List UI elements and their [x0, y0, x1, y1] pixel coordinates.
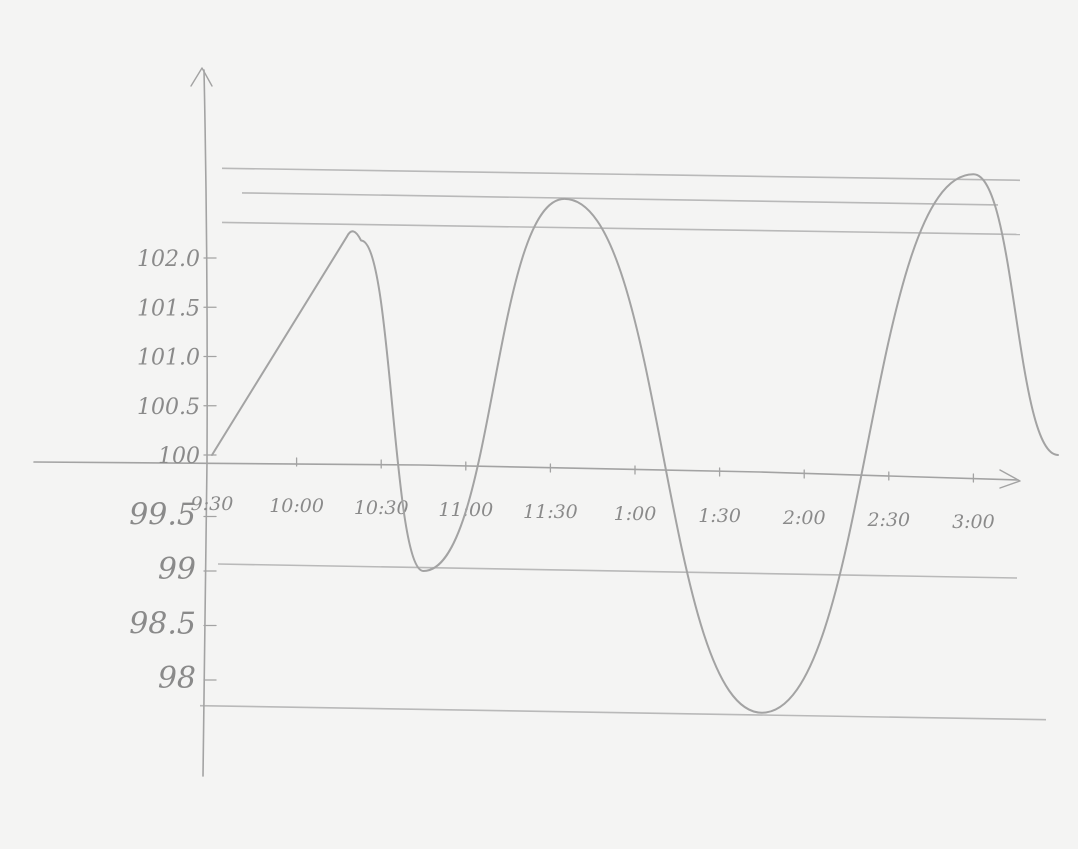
y-tick-label: 101.0 [137, 346, 200, 371]
y-tick-label: 99.5 [129, 498, 196, 533]
y-axis-line [202, 69, 208, 777]
reference-lines [199, 167, 1047, 721]
x-tick-label: 10:00 [269, 495, 324, 517]
x-tick-label: 11:30 [523, 501, 578, 523]
reference-line [221, 167, 1021, 182]
y-tick-label: 98.5 [129, 607, 196, 642]
x-tick-label: 2:30 [866, 509, 910, 531]
y-tick: 99.5 [129, 498, 217, 533]
x-tick-label: 2:00 [782, 507, 826, 529]
reference-line [217, 563, 1018, 579]
reference-line [199, 704, 1047, 721]
x-tick: 9:30 [191, 493, 234, 515]
x-tick-label: 3:00 [952, 511, 995, 533]
y-tick: 98.5 [129, 607, 217, 642]
y-tick: 101.5 [137, 296, 217, 321]
y-tick: 98 [158, 661, 217, 696]
y-tick-label: 100 [158, 444, 200, 469]
x-tick-label: 9:30 [191, 493, 234, 515]
x-tick-label: 10:30 [354, 497, 409, 519]
x-tick: 1:00 [614, 465, 657, 525]
reference-line [241, 192, 999, 206]
x-tick: 2:00 [782, 469, 826, 529]
x-ticks: 9:30 10:00 10:30 11:00 11:30 1:00 1:30 2:00 2:30… [191, 457, 995, 533]
x-tick-label: 1:30 [698, 505, 741, 527]
y-ticks: 100 100.5 101.0 101.5 102.0 99.5 99 98.5 98 [129, 247, 217, 696]
series-line [211, 173, 1059, 714]
y-tick: 102.0 [137, 247, 217, 272]
x-tick: 1:30 [698, 467, 741, 527]
x-tick: 11:30 [523, 463, 578, 523]
y-axis-arrow [190, 67, 213, 87]
x-tick-label: 1:00 [614, 503, 657, 525]
y-tick-label: 101.5 [137, 296, 200, 321]
x-tick: 2:30 [866, 471, 910, 531]
y-tick-label: 102.0 [137, 247, 200, 272]
x-tick: 10:00 [269, 457, 324, 517]
y-tick: 100.5 [137, 395, 217, 420]
reference-line [221, 221, 1021, 236]
x-tick: 3:00 [952, 473, 995, 533]
y-tick: 100 [158, 444, 217, 469]
y-tick: 101.0 [137, 346, 217, 371]
y-tick-label: 98 [158, 661, 196, 696]
y-tick-label: 99 [158, 552, 196, 587]
y-tick-label: 100.5 [137, 395, 200, 420]
x-axis-arrow [999, 469, 1021, 489]
x-tick: 10:30 [354, 459, 409, 519]
y-tick: 99 [158, 552, 217, 587]
